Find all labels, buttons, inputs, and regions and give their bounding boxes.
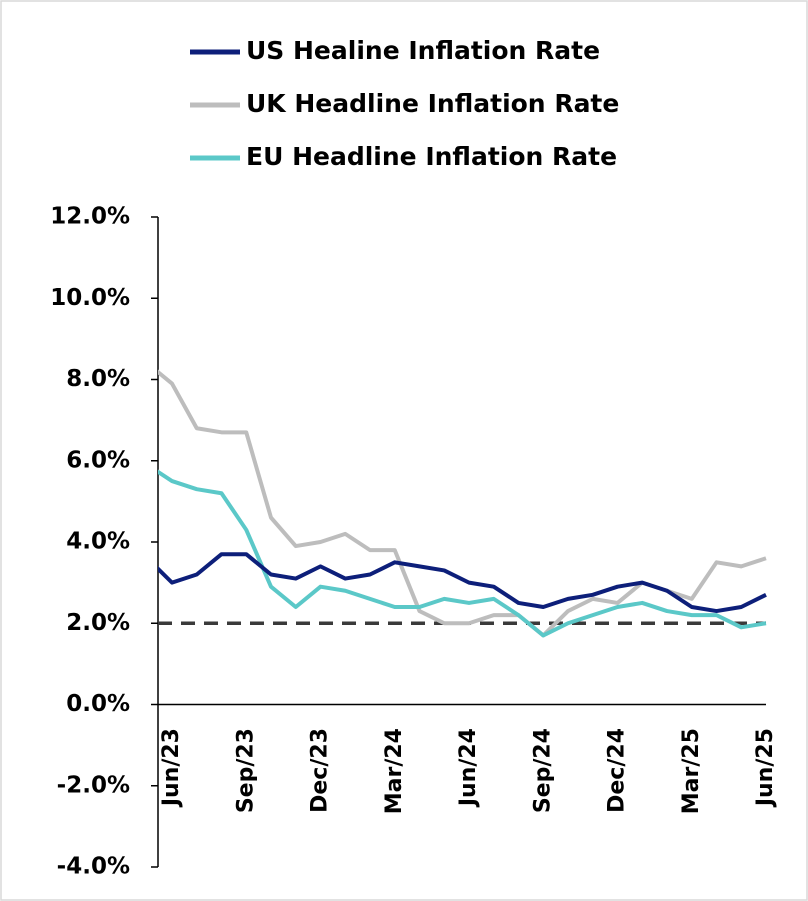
y-tick-label: 6.0%	[66, 447, 130, 473]
legend-label: UK Headline Inflation Rate	[246, 89, 619, 118]
y-tick-label: -2.0%	[57, 772, 130, 798]
y-tick-label: 2.0%	[66, 610, 130, 636]
plot-area	[158, 369, 767, 638]
x-tick-label: Mar/25	[679, 728, 704, 814]
y-tick-label: 12.0%	[50, 204, 130, 230]
x-tick-label: Jun/24	[456, 728, 481, 808]
y-tick-label: 10.0%	[50, 285, 130, 311]
x-tick-label: Sep/23	[233, 728, 258, 813]
x-tick-label: Dec/23	[308, 728, 333, 813]
y-tick-label: 8.0%	[66, 366, 130, 392]
x-tick-label: Jun/25	[753, 728, 778, 808]
x-tick-label: Sep/24	[530, 728, 555, 813]
x-tick-label: Mar/24	[382, 728, 407, 814]
legend-label: EU Headline Inflation Rate	[246, 142, 617, 171]
x-tick-label: Dec/24	[605, 728, 630, 813]
x-tick-label: Jun/23	[159, 728, 184, 808]
legend-label: US Healine Inflation Rate	[246, 36, 600, 65]
y-tick-label: 4.0%	[66, 529, 130, 555]
y-tick-label: 0.0%	[66, 691, 130, 717]
series-line	[158, 552, 767, 614]
y-tick-label: -4.0%	[57, 854, 130, 880]
series-line	[158, 469, 767, 638]
